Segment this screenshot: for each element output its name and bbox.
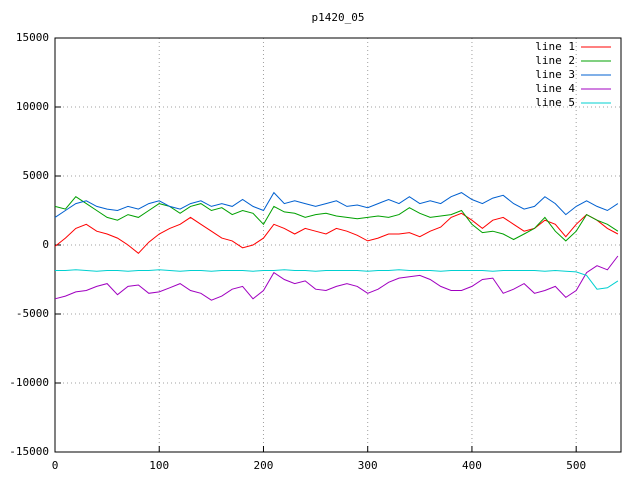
plot-frame [54,37,622,453]
y-tick-label: -15000 [9,445,49,458]
series-line [54,212,619,254]
x-tick-label: 400 [462,459,482,472]
x-tick-label: 300 [358,459,378,472]
legend-label: line 3 [535,68,575,81]
y-tick-label: -10000 [9,376,49,389]
x-tick-label: 500 [566,459,586,472]
legend-label: line 2 [535,54,575,67]
y-tick-label: -5000 [16,307,49,320]
y-tick-label: 5000 [23,169,50,182]
chart-title: p1420_05 [312,11,365,24]
legend-label: line 4 [535,82,575,95]
legend-label: line 1 [535,40,575,53]
x-tick-label: 0 [52,459,59,472]
x-tick-label: 200 [254,459,274,472]
legend-label: line 5 [535,96,575,109]
y-tick-label: 15000 [16,31,49,44]
y-tick-label: 10000 [16,100,49,113]
x-tick-label: 100 [149,459,169,472]
series-line [54,196,619,242]
series-line [54,255,619,301]
series-line [54,191,619,218]
series-line [55,269,619,290]
y-tick-label: 0 [42,238,49,251]
